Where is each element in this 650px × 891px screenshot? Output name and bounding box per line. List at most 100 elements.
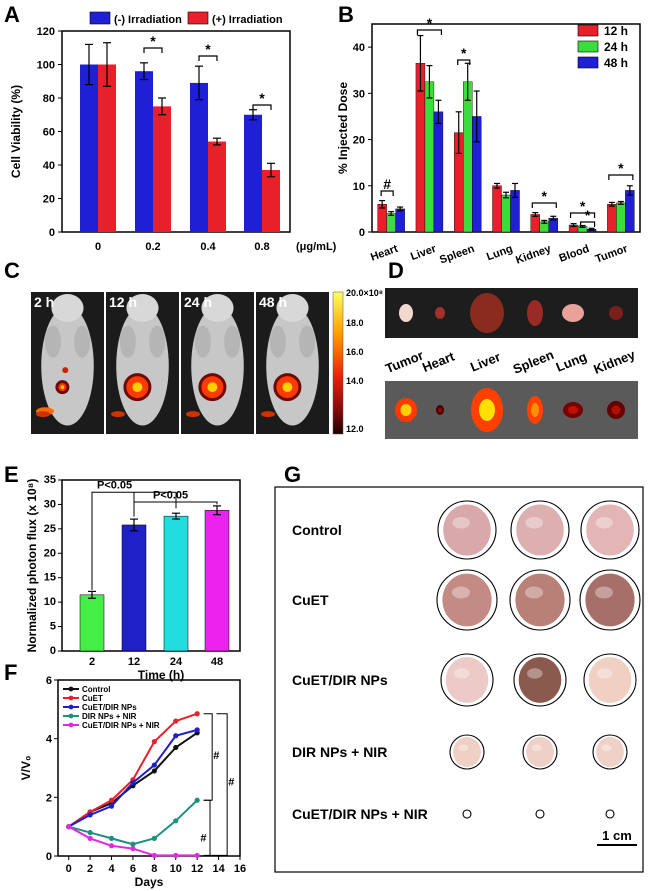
panel-f-legend-label: Control — [82, 685, 110, 694]
panel-f-point — [130, 846, 136, 852]
panel-f-legend-marker — [68, 713, 74, 719]
organ-fluorescence — [471, 388, 503, 432]
timepoint-label: 2 h — [34, 294, 54, 310]
panel-a-xtick-label: 0.2 — [145, 241, 160, 253]
mouse-body — [41, 306, 94, 426]
panel-f-point — [130, 780, 136, 786]
tumor-photo-highlight — [597, 668, 613, 679]
mouse-head — [51, 294, 84, 322]
panel-e-bar — [163, 515, 189, 652]
mouse-head — [276, 294, 309, 322]
panel-b-bar — [625, 190, 635, 233]
panel-f-sig-3: # — [200, 832, 206, 844]
tumor-photo — [445, 657, 489, 703]
panel-b-sig-heart-bracket — [380, 190, 394, 196]
organ-fluorescence-core — [611, 405, 621, 415]
tumor-photo-ring — [513, 653, 567, 707]
colorbar-tick-label: 16.0 — [346, 347, 364, 357]
tumor-signal — [201, 376, 224, 399]
tumor-signal-core — [207, 382, 218, 393]
tumor-signal-core — [132, 382, 143, 393]
panel-b-legend-swatch — [577, 24, 599, 37]
tumor-photo — [596, 737, 624, 767]
organ-fluorescence-core — [479, 399, 495, 421]
panel-b-sig-heart: # — [383, 176, 391, 192]
group-label: DIR NPs + NIR — [292, 744, 387, 760]
tumor-photo-highlight — [595, 586, 613, 599]
panel-a-bar — [262, 170, 280, 232]
organ-photo — [399, 304, 413, 322]
group-label: CuET/DIR NPs + NIR — [292, 806, 428, 822]
tumor-photo-highlight — [525, 516, 543, 529]
panel-a-xtick-label: 0 — [95, 241, 101, 253]
panel-b-xtick-label: Spleen — [438, 243, 476, 267]
tumor-signal-core — [282, 382, 293, 393]
panel-f-point — [194, 711, 200, 717]
panel-label-d: D — [388, 258, 404, 283]
tumor-photo-highlight — [458, 744, 469, 752]
panel-e-bar — [204, 510, 230, 652]
colorbar — [332, 291, 344, 435]
panel-e-xlabel: Time (h) — [138, 668, 184, 682]
panel-a-legend-label: (+) Irradiation — [212, 14, 283, 26]
organ-fluorescence-core — [531, 403, 539, 417]
panel-b-bar — [510, 190, 520, 233]
panel-label-f: F — [4, 660, 18, 685]
panel-f-point — [66, 824, 72, 830]
panel-f-xtick-label: 10 — [170, 863, 182, 875]
panel-label-e: E — [4, 462, 19, 487]
organ-photo — [435, 307, 445, 319]
panel-b-bar — [386, 213, 396, 233]
panel-b-xtick-label: Blood — [558, 243, 591, 265]
panel-b-xtick-label: Tumor — [594, 243, 630, 266]
panel-label-a: A — [4, 2, 20, 27]
tail-signal — [36, 407, 54, 416]
panel-f-point — [173, 818, 179, 824]
panel-a-legend-swatch — [187, 11, 209, 25]
organ-label: Lung — [554, 349, 589, 375]
panel-f-point — [66, 824, 72, 830]
panel-b-bar — [577, 226, 588, 233]
panel-b-sig-tumor: * — [618, 160, 624, 176]
panel-a-ytick-label: 0 — [49, 227, 55, 239]
timepoint-label: 24 h — [184, 294, 212, 310]
organ-fluorescence-core — [438, 407, 442, 413]
panel-f-point — [151, 852, 157, 859]
tumor-photo-ring — [509, 569, 571, 631]
group-label: Control — [292, 522, 342, 538]
timepoint-label: 48 h — [259, 294, 287, 310]
organ-fluorescence-core — [568, 406, 578, 414]
tumor-photo-ring — [579, 569, 641, 631]
organ-fluorescence-background — [385, 381, 638, 439]
panel-f-point — [87, 812, 93, 818]
colorbar-tick-label: 20.0×10⁸ — [346, 288, 383, 298]
panel-b-bar — [492, 185, 502, 233]
tumor-photo — [515, 573, 565, 627]
tumor-signal — [126, 376, 149, 399]
timepoint-label: 12 h — [109, 294, 137, 310]
panel-f-legend-label: CuET/DIR NPs — [82, 703, 137, 712]
tumor-photo-highlight — [452, 586, 470, 599]
panel-a-ytick-label: 20 — [43, 194, 55, 206]
panel-f-xtick-label: 6 — [130, 863, 136, 875]
panel-label-b: B — [338, 2, 354, 27]
panel-a-legend-label: (-) Irradiation — [114, 14, 182, 26]
panel-a-xtick-label: 0.4 — [200, 241, 216, 253]
organ-label: Spleen — [511, 347, 556, 377]
tumor-photo-highlight — [452, 516, 470, 529]
organ-fluorescence — [395, 398, 417, 422]
tail-signal — [261, 411, 275, 418]
panel-b-bar — [501, 194, 511, 233]
panel-b-bar — [395, 208, 405, 233]
tail-signal — [186, 411, 200, 418]
panel-b-ytick-label: 0 — [359, 227, 365, 239]
panel-e-ytick-label: 35 — [44, 474, 56, 486]
panel-a-xtick-label: 0.8 — [254, 241, 269, 253]
panel-b-bar — [424, 81, 435, 233]
panel-a-x-unit: (μg/mL) — [296, 241, 337, 253]
panel-a-bar — [80, 64, 98, 232]
tumor-signal-outer — [273, 373, 302, 402]
